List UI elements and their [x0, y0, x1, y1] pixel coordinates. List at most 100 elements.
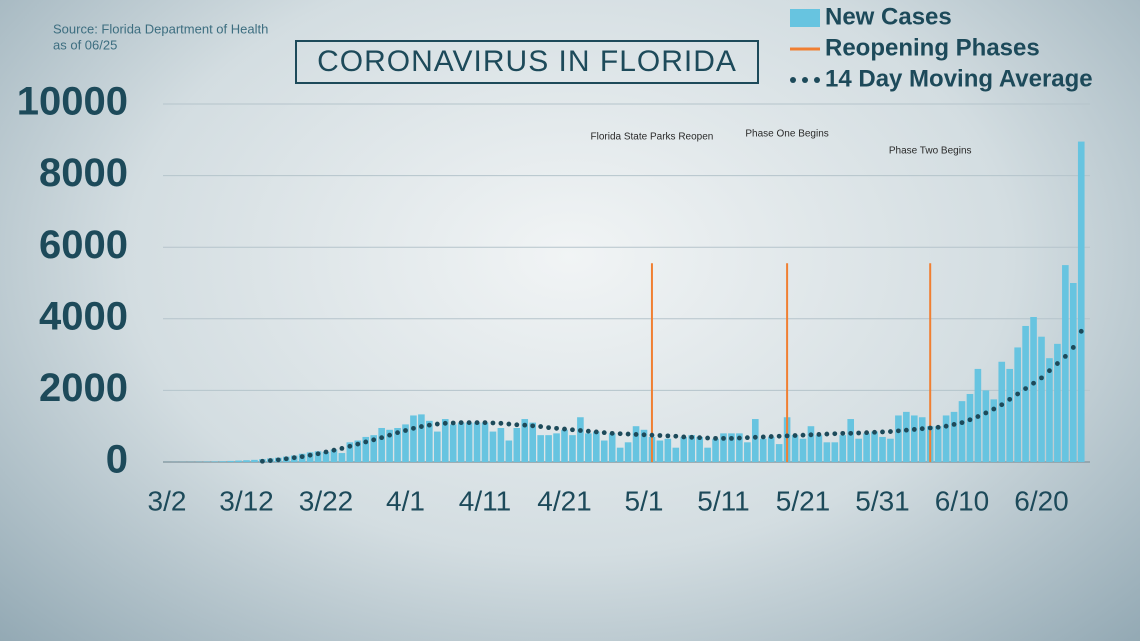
average-dot: [315, 451, 321, 457]
bar: [489, 431, 497, 462]
bar: [775, 444, 783, 462]
average-dot: [792, 433, 798, 438]
average-dot: [474, 420, 480, 426]
average-dot: [514, 422, 520, 428]
average-dot: [578, 428, 583, 433]
bar: [656, 440, 664, 462]
bar: [728, 433, 735, 462]
average-dot: [1047, 368, 1052, 374]
average-dot: [919, 426, 925, 432]
bar: [950, 411, 958, 462]
average-dot: [705, 435, 710, 441]
average-dot: [379, 435, 385, 441]
average-dot: [744, 435, 750, 441]
average-dot: [808, 432, 814, 438]
bar: [1070, 283, 1077, 462]
average-dot: [896, 428, 901, 434]
average-dot: [1039, 375, 1044, 381]
average-dot: [721, 435, 726, 441]
bar: [982, 390, 990, 462]
bar: [608, 433, 616, 462]
average-dot: [975, 414, 981, 419]
y-tick-label: 8000: [39, 151, 128, 195]
annotation: Phase One Begins: [745, 129, 828, 140]
bar: [553, 433, 560, 462]
average-dot: [339, 445, 345, 451]
average-dot: [1023, 386, 1028, 392]
bar: [473, 422, 481, 462]
average-dot: [299, 454, 305, 460]
annotation: Florida State Parks Reopen: [591, 132, 714, 143]
bar: [569, 435, 576, 462]
bar: [823, 442, 831, 462]
average-dot: [641, 432, 647, 438]
average-dot: [967, 417, 973, 423]
average-dot: [911, 427, 917, 432]
bar: [736, 433, 743, 462]
bar: [457, 422, 465, 462]
average-dot: [991, 406, 997, 412]
bar: [616, 447, 624, 462]
bar: [871, 431, 878, 462]
average-dot: [959, 420, 965, 426]
average-dot: [609, 430, 615, 436]
x-tick-label: 3/22: [299, 485, 354, 516]
average-dot: [466, 420, 472, 426]
x-tick-label: 6/20: [1014, 485, 1069, 516]
bar: [942, 415, 950, 462]
bar: [704, 447, 711, 462]
average-dot: [800, 432, 806, 438]
bar: [1022, 325, 1029, 462]
average-dot: [355, 441, 361, 447]
bar: [1038, 336, 1045, 462]
average-dot: [570, 427, 575, 433]
average-dot: [768, 434, 774, 439]
x-tick-label: 6/10: [935, 485, 990, 516]
x-tick-label: 5/21: [776, 485, 831, 516]
average-dot: [419, 424, 424, 429]
bar: [672, 447, 680, 462]
average-dot: [681, 434, 687, 440]
average-dot: [649, 432, 655, 438]
average-dot: [848, 430, 854, 436]
average-dot: [522, 422, 528, 428]
legend-swatch: [814, 77, 820, 83]
average-dot: [490, 420, 496, 426]
bar: [410, 415, 417, 462]
legend-swatch: [790, 9, 820, 27]
bar: [752, 419, 759, 462]
bar: [759, 438, 767, 462]
average-dot: [689, 434, 695, 440]
average-dot: [387, 432, 392, 438]
y-tick-label: 0: [106, 438, 128, 482]
bar: [418, 414, 425, 462]
average-dot: [1055, 361, 1060, 366]
bar: [235, 460, 242, 462]
average-dot: [291, 455, 297, 461]
bar: [394, 427, 401, 462]
bar: [863, 433, 870, 462]
average-dot: [729, 435, 734, 441]
bar: [688, 435, 695, 462]
average-dot: [562, 426, 567, 432]
y-tick-label: 2000: [39, 366, 128, 410]
bar: [744, 442, 751, 462]
average-dot: [458, 420, 464, 426]
bar: [314, 451, 322, 462]
average-dot: [363, 439, 369, 445]
bar: [402, 424, 409, 462]
bar: [855, 438, 862, 462]
bar: [1030, 317, 1037, 462]
y-tick-label: 6000: [39, 223, 128, 267]
average-dot: [840, 430, 846, 436]
average-dot: [538, 424, 544, 429]
bar: [807, 426, 815, 462]
bar: [966, 393, 974, 462]
bar: [537, 435, 544, 462]
average-dot: [601, 430, 607, 436]
average-dot: [951, 422, 957, 427]
bar: [799, 438, 807, 462]
average-dot: [283, 456, 289, 462]
bar: [990, 399, 998, 462]
